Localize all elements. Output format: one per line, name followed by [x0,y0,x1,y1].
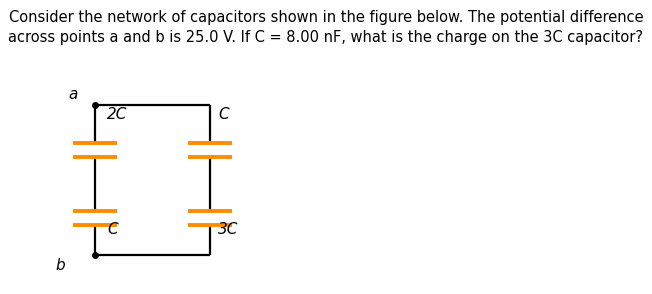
Text: C: C [218,107,229,122]
Text: 3C: 3C [218,222,239,237]
Text: a: a [68,87,78,102]
Text: Consider the network of capacitors shown in the figure below. The potential diff: Consider the network of capacitors shown… [8,10,644,45]
Text: 2C: 2C [107,107,127,122]
Text: C: C [107,222,117,237]
Text: b: b [55,258,65,273]
